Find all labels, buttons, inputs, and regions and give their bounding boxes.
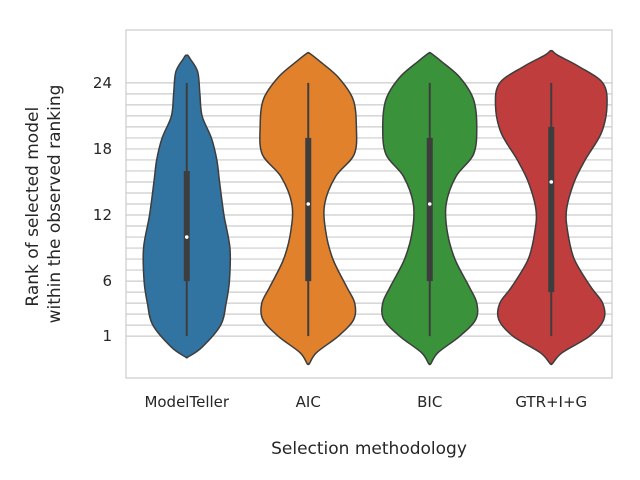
x-tick-label: BIC xyxy=(417,393,442,411)
y-tick-labels: 1 6 12 18 24 xyxy=(93,74,112,345)
y-tick-label: 6 xyxy=(102,272,112,290)
plot-frame xyxy=(125,29,613,379)
x-tick-label: AIC xyxy=(296,393,321,411)
violins xyxy=(142,49,608,366)
violin-median-marker xyxy=(184,235,189,239)
x-axis-title: Selection methodology xyxy=(271,439,467,459)
violin-median-marker xyxy=(427,202,432,206)
y-axis-title: Rank of selected model within the observ… xyxy=(23,85,65,324)
violin-median-marker xyxy=(306,202,311,206)
x-tick-label: GTR+I+G xyxy=(515,393,587,411)
y-tick-label: 18 xyxy=(93,140,112,158)
y-tick-label: 1 xyxy=(102,327,112,345)
violin-gtr-i-g xyxy=(494,49,608,366)
x-tick-label: ModelTeller xyxy=(144,393,229,411)
violin-median-marker xyxy=(549,180,554,184)
y-tick-label: 12 xyxy=(93,206,112,224)
violin-aic xyxy=(259,51,358,366)
violin-bic xyxy=(381,51,479,366)
y-tick-label: 24 xyxy=(93,74,112,92)
y-axis-title-line-2: within the observed ranking xyxy=(45,85,65,324)
y-axis-title-line-1: Rank of selected model xyxy=(23,107,43,307)
x-tick-labels: ModelTeller AIC BIC GTR+I+G xyxy=(144,393,587,411)
violin-modelteller xyxy=(142,54,232,359)
